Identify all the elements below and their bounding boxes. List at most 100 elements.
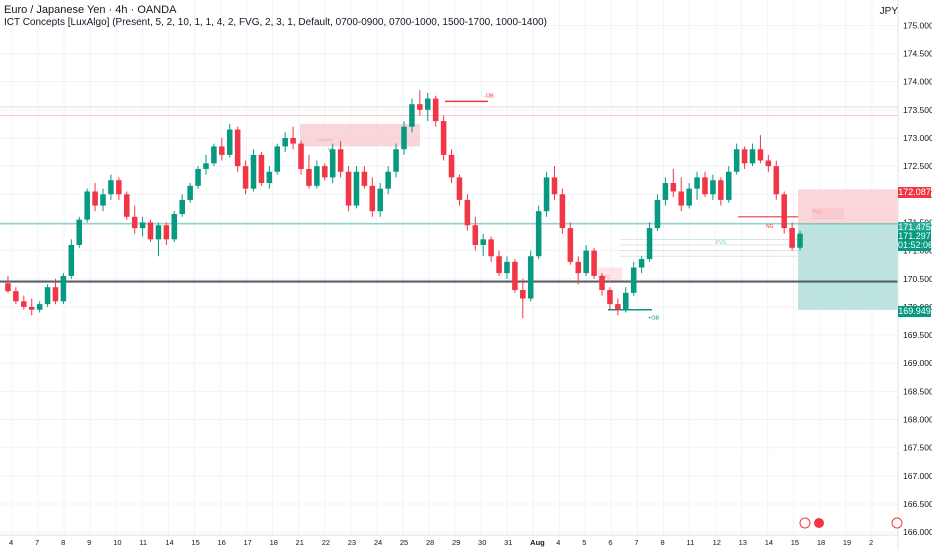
- x-tick-label: 22: [322, 538, 330, 547]
- candle-body: [52, 287, 59, 302]
- candle-body: [219, 146, 225, 155]
- candle-body: [520, 290, 526, 299]
- x-tick-label: 31: [504, 538, 512, 547]
- price-pill-target: 169.949: [898, 306, 931, 317]
- candle-body: [124, 194, 130, 217]
- x-tick-label: 11: [139, 538, 147, 547]
- candle-body: [36, 304, 43, 310]
- candle-body: [60, 275, 67, 302]
- candle-body: [108, 180, 114, 195]
- candle-body: [733, 149, 740, 172]
- candle-body: [147, 222, 154, 240]
- candle-body: [401, 126, 407, 150]
- y-tick-label: 174.000: [903, 77, 932, 87]
- candle-body: [654, 199, 661, 229]
- candle-body: [543, 177, 550, 212]
- candle-body: [369, 185, 376, 212]
- candle-body: [678, 191, 684, 206]
- candle-body: [448, 154, 455, 178]
- candle-body: [424, 98, 431, 110]
- candle-body: [757, 149, 764, 161]
- candle-body: [353, 171, 360, 206]
- candle-body: [797, 233, 803, 248]
- x-tick-label: 24: [374, 538, 382, 547]
- candle-body: [464, 199, 471, 226]
- x-tick-label: 28: [426, 538, 434, 547]
- candle-body: [377, 188, 384, 212]
- candle-body: [13, 291, 19, 302]
- candle-body: [765, 160, 772, 167]
- y-tick-label: 168.000: [903, 415, 932, 425]
- candle-body: [789, 228, 795, 248]
- liquidity-label: Liquidity: [318, 137, 333, 142]
- candle-body: [21, 301, 27, 307]
- x-tick-label: 7: [35, 538, 39, 547]
- x-tick-label: Aug: [530, 538, 545, 547]
- candle-body: [409, 104, 415, 127]
- candle-body: [314, 166, 320, 186]
- y-tick-label: 167.500: [903, 443, 932, 453]
- candle-body: [211, 146, 217, 164]
- y-tick-label: 170.500: [903, 274, 932, 284]
- x-tick-label: 13: [739, 538, 747, 547]
- candle-body: [385, 171, 391, 189]
- candle-body: [345, 171, 352, 206]
- countdown-pill: 01:52:06: [898, 240, 932, 251]
- y-tick-label: 172.500: [903, 161, 932, 171]
- price-axis-bg: [898, 0, 932, 550]
- x-tick-label: 4: [9, 538, 13, 547]
- candle-body: [100, 194, 106, 206]
- candle-body: [567, 228, 574, 262]
- candle-body: [591, 250, 597, 276]
- flag-icon: [891, 517, 903, 529]
- symbol-title[interactable]: Euro / Japanese Yen · 4h · OANDA: [4, 4, 177, 16]
- candle-body: [187, 185, 193, 200]
- x-tick-label: 2: [869, 538, 873, 547]
- x-tick-label: 17: [244, 538, 252, 547]
- x-tick-label: 8: [61, 538, 65, 547]
- candle-body: [417, 104, 423, 110]
- candle-body: [702, 177, 708, 195]
- candle-body: [551, 177, 558, 195]
- candle-body: [527, 256, 534, 299]
- candle-body: [599, 275, 605, 291]
- candle-body: [84, 191, 90, 220]
- indicator-legend[interactable]: ICT Concepts [LuxAlgo] (Present, 5, 2, 1…: [4, 17, 547, 28]
- candle-body: [559, 194, 566, 229]
- candle-body: [306, 168, 312, 186]
- candle-body: [179, 199, 185, 214]
- reward-zone: [798, 223, 898, 310]
- x-tick-label: 7: [634, 538, 638, 547]
- candle-body: [234, 129, 241, 167]
- candle-body: [250, 154, 257, 189]
- candle-body: [496, 256, 502, 274]
- x-tick-label: 14: [765, 538, 773, 547]
- candle-body: [432, 98, 439, 122]
- candle-body: [662, 183, 669, 200]
- candle-body: [630, 267, 637, 293]
- candle-body: [329, 149, 336, 178]
- y-tick-label: 174.500: [903, 49, 932, 59]
- y-tick-label: 175.000: [903, 20, 932, 30]
- candle-body: [116, 180, 122, 195]
- candle-body: [361, 171, 368, 186]
- candle-body: [203, 163, 209, 169]
- x-tick-label: 14: [165, 538, 173, 547]
- candle-body: [472, 225, 479, 245]
- candle-body: [741, 149, 748, 164]
- x-tick-label: 23: [348, 538, 356, 547]
- candle-body: [749, 149, 756, 164]
- x-tick-label: 5: [582, 538, 586, 547]
- candle-body: [226, 129, 233, 155]
- y-tick-label: 169.500: [903, 330, 932, 340]
- candle-body: [615, 304, 621, 310]
- fvg-label-red-2: FVG: [600, 275, 610, 281]
- price-pill-current: 171.475: [898, 222, 931, 233]
- candle-body: [670, 183, 677, 192]
- candle-body: [575, 261, 582, 274]
- liquidity-zone: [300, 123, 420, 147]
- x-tick-label: 8: [660, 538, 664, 547]
- fvg-zone-red: [812, 208, 844, 220]
- flash-icon: [799, 517, 811, 529]
